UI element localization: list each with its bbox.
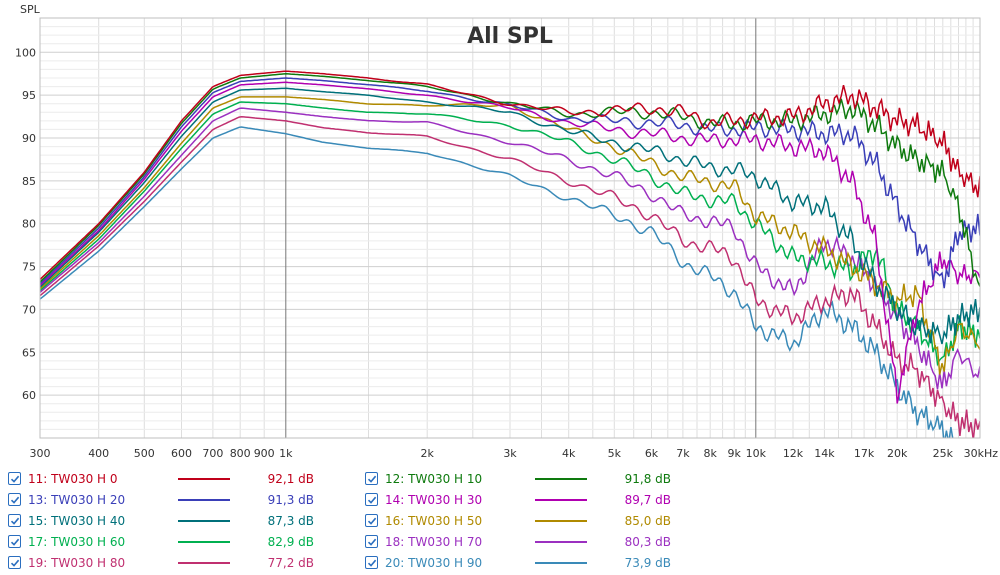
x-tick-label: 25k (933, 447, 954, 460)
legend-checkbox[interactable] (365, 472, 378, 485)
legend-series-name: 18: TW030 H 70 (385, 534, 483, 549)
x-tick-label: 2k (421, 447, 435, 460)
y-tick-label: 90 (22, 132, 36, 145)
legend-entry[interactable]: 12: TW030 H 10 91,8 dB (365, 468, 671, 489)
x-tick-label: 30kHz (964, 447, 999, 460)
series-lines (40, 70, 980, 438)
legend-entry[interactable]: 20: TW030 H 90 73,9 dB (365, 552, 671, 573)
legend-checkbox[interactable] (365, 493, 378, 506)
x-tick-label: 4k (562, 447, 576, 460)
x-tick-label: 800 (230, 447, 251, 460)
legend-series-name: 20: TW030 H 90 (385, 555, 483, 570)
chart-title: All SPL (467, 24, 553, 49)
x-tick-label: 700 (202, 447, 223, 460)
legend-entry[interactable]: 13: TW030 H 20 91,3 dB (8, 489, 314, 510)
y-axis-ticks: 100 95 90 85 80 75 70 65 60 (15, 46, 36, 402)
legend: 11: TW030 H 0 92,1 dB 12: TW030 H 10 91,8 d… (0, 466, 1000, 575)
legend-entry[interactable]: 17: TW030 H 60 82,9 dB (8, 531, 314, 552)
series-line (40, 87, 980, 345)
legend-swatch (535, 561, 587, 564)
y-tick-label: 85 (22, 175, 36, 188)
series-line (40, 115, 980, 438)
legend-swatch (178, 498, 230, 501)
x-tick-label: 600 (171, 447, 192, 460)
legend-value: 80,3 dB (624, 534, 671, 549)
legend-checkbox[interactable] (8, 493, 21, 506)
plot-frame (39, 17, 981, 439)
legend-checkbox[interactable] (8, 472, 21, 485)
series-line (40, 72, 980, 287)
x-tick-label: 300 (30, 447, 51, 460)
x-tick-label: 3k (503, 447, 517, 460)
legend-series-name: 13: TW030 H 20 (28, 492, 126, 507)
x-tick-label: 12k (783, 447, 804, 460)
x-tick-label: 1k (279, 447, 293, 460)
x-tick-label: 400 (88, 447, 109, 460)
y-tick-label: 75 (22, 261, 36, 274)
legend-entry[interactable]: 11: TW030 H 0 92,1 dB (8, 468, 314, 489)
legend-swatch (535, 540, 587, 543)
legend-value: 73,9 dB (624, 555, 671, 570)
legend-entry[interactable]: 15: TW030 H 40 87,3 dB (8, 510, 314, 531)
series-line (40, 101, 980, 367)
legend-value: 92,1 dB (267, 471, 314, 486)
legend-series-name: 16: TW030 H 50 (385, 513, 483, 528)
legend-value: 87,3 dB (267, 513, 314, 528)
legend-swatch (178, 540, 230, 543)
x-tick-label: 5k (608, 447, 622, 460)
legend-checkbox[interactable] (8, 556, 21, 569)
x-tick-label: 900 (254, 447, 275, 460)
legend-entry[interactable]: 18: TW030 H 70 80,3 dB (365, 531, 671, 552)
legend-series-name: 12: TW030 H 10 (385, 471, 483, 486)
legend-value: 77,2 dB (267, 555, 314, 570)
x-tick-label: 14k (814, 447, 835, 460)
x-tick-label: 7k (676, 447, 690, 460)
x-tick-label: 17k (854, 447, 875, 460)
legend-entry[interactable]: 16: TW030 H 50 85,0 dB (365, 510, 671, 531)
series-line (40, 70, 980, 280)
y-tick-label: 70 (22, 303, 36, 316)
legend-series-name: 14: TW030 H 30 (385, 492, 483, 507)
x-tick-label: 8k (704, 447, 718, 460)
legend-swatch (178, 477, 230, 480)
legend-entry[interactable]: 14: TW030 H 30 89,7 dB (365, 489, 671, 510)
legend-value: 85,0 dB (624, 513, 671, 528)
legend-value: 82,9 dB (267, 534, 314, 549)
legend-checkbox[interactable] (365, 556, 378, 569)
legend-checkbox[interactable] (8, 514, 21, 527)
x-axis-ticks: 300 400 500 600 700 800 900 1k 2k 3k 4k 5k 6k 7k 8k 9k 1… (30, 447, 999, 460)
legend-series-name: 15: TW030 H 40 (28, 513, 126, 528)
legend-checkbox[interactable] (8, 535, 21, 548)
legend-swatch (178, 561, 230, 564)
x-tick-label: 20k (887, 447, 908, 460)
spl-chart: 100 95 90 85 80 75 70 65 60 300 400 500 600 700 800 90… (15, 3, 999, 460)
legend-checkbox[interactable] (365, 535, 378, 548)
legend-entry[interactable]: 19: TW030 H 80 77,2 dB (8, 552, 314, 573)
y-tick-label: 95 (22, 89, 36, 102)
y-tick-label: 80 (22, 218, 36, 231)
legend-value: 91,8 dB (624, 471, 671, 486)
series-line (40, 107, 980, 390)
legend-swatch (535, 498, 587, 501)
y-tick-label: 60 (22, 389, 36, 402)
legend-value: 89,7 dB (624, 492, 671, 507)
y-tick-label: 100 (15, 46, 36, 59)
x-tick-label: 10k (746, 447, 767, 460)
y-axis-label: SPL (20, 3, 41, 16)
legend-swatch (535, 477, 587, 480)
x-tick-label: 500 (134, 447, 155, 460)
x-tick-label: 6k (645, 447, 659, 460)
legend-checkbox[interactable] (365, 514, 378, 527)
series-line (40, 81, 980, 404)
series-line (40, 77, 980, 289)
legend-swatch (535, 519, 587, 522)
x-tick-label: 9k (728, 447, 742, 460)
legend-series-name: 19: TW030 H 80 (28, 555, 126, 570)
legend-swatch (178, 519, 230, 522)
legend-value: 91,3 dB (267, 492, 314, 507)
legend-series-name: 11: TW030 H 0 (28, 471, 118, 486)
legend-series-name: 17: TW030 H 60 (28, 534, 126, 549)
grid-minor (39, 18, 981, 438)
y-tick-label: 65 (22, 346, 36, 359)
